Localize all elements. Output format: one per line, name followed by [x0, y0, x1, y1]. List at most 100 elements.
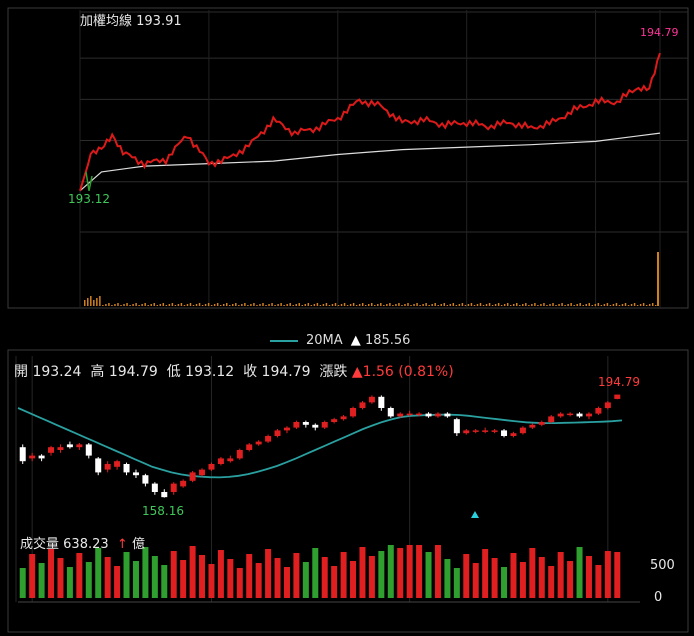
volume-bar [114, 566, 121, 598]
intraday-volume-bar [132, 304, 134, 306]
intraday-volume-bar [633, 303, 636, 306]
intraday-volume-bar [159, 304, 162, 306]
intraday-volume-bar [111, 305, 113, 306]
intraday-volume-bar [558, 304, 560, 306]
intraday-volume-bar [156, 305, 159, 306]
candle-up [416, 413, 423, 416]
intraday-volume-bar [204, 304, 207, 306]
intraday-volume-bar [129, 305, 131, 306]
volume-arrow: ↑ [116, 537, 128, 552]
volume-bar [123, 552, 130, 598]
ma-legend-label: 20MA [306, 333, 343, 348]
intraday-volume-bar [639, 304, 642, 306]
intraday-volume-bar [609, 305, 612, 306]
intraday-volume-bar [150, 304, 152, 306]
candle-up [246, 444, 253, 450]
volume-bar [255, 563, 262, 598]
intraday-volume-bar [392, 305, 394, 306]
intraday-volume-bar [162, 303, 165, 306]
intraday-volume-bar [235, 303, 237, 306]
candle-up [114, 461, 121, 467]
intraday-volume-bar [380, 303, 382, 306]
candle-up [604, 402, 611, 408]
volume-bar [453, 568, 460, 598]
intraday-volume-bar [642, 303, 645, 306]
volume-bar [66, 567, 73, 598]
volume-bar [359, 547, 366, 598]
open-label: 開 [14, 364, 28, 380]
volume-value: 638.23 [63, 537, 109, 552]
intraday-volume-bar [579, 303, 581, 306]
volume-label: 成交量 [20, 537, 60, 552]
intraday-volume-bar [446, 305, 449, 306]
intraday-volume-bar [253, 303, 255, 306]
intraday-volume-bar [497, 303, 500, 306]
intraday-volume-bar [371, 303, 373, 306]
intraday-volume-bar [183, 305, 186, 306]
candle-up [557, 413, 564, 417]
candle-down [444, 413, 451, 417]
intraday-volume-bar [114, 304, 116, 306]
intraday-volume-bar [198, 303, 201, 306]
high-label: 高 [90, 364, 105, 380]
intraday-volume-bar [531, 304, 533, 306]
volume-bar [236, 568, 243, 598]
intraday-volume-bar [603, 304, 606, 306]
intraday-volume-bar [455, 305, 458, 306]
intraday-volume-bar [543, 303, 545, 306]
volume-bar [331, 566, 338, 598]
intraday-volume-bar [522, 304, 524, 306]
intraday-volume-bar [171, 303, 174, 306]
candle-up [368, 396, 375, 403]
volume-bar [378, 551, 385, 598]
intraday-volume-bar [165, 305, 168, 306]
intraday-volume-bar [612, 304, 615, 306]
volume-bar [406, 545, 413, 598]
intraday-volume-bar [189, 303, 192, 306]
intraday-volume-bar [144, 303, 146, 306]
intraday-volume-bar [319, 305, 322, 306]
intraday-volume-bar [404, 304, 406, 306]
intraday-volume-bar [422, 304, 424, 306]
intraday-volume-bar [177, 304, 180, 306]
intraday-volume-bar [99, 296, 101, 306]
intraday-volume-bar [135, 303, 137, 306]
candle-up [340, 416, 347, 420]
intraday-volume-bar [195, 304, 198, 306]
candle-up [434, 413, 441, 417]
volume-bar [340, 552, 347, 598]
ma20-line [17, 407, 623, 479]
intraday-volume-bar [374, 305, 376, 306]
candle-down [387, 408, 394, 417]
candle-up [76, 444, 83, 448]
intraday-volume-bar [352, 303, 355, 306]
intraday-volume-bar [464, 305, 467, 306]
intraday-volume-bar [268, 304, 270, 306]
intraday-volume-bar [232, 304, 234, 306]
candle-up [189, 472, 196, 481]
volume-bar [557, 552, 564, 598]
price-line-low-segment [85, 171, 93, 191]
intraday-volume-bar [389, 303, 391, 306]
intraday-volume-bar [292, 305, 294, 306]
volume-bar [529, 548, 536, 598]
candle-up [397, 413, 404, 417]
avg-line-label: 加權均線 193.91 [80, 14, 182, 29]
candle-up [265, 436, 272, 442]
intraday-volume-bar [244, 303, 246, 306]
intraday-volume-bar [618, 305, 621, 306]
intraday-low-label: 193.12 [68, 192, 110, 206]
intraday-volume-bar [534, 303, 536, 306]
volume-bar [151, 556, 158, 598]
volume-bar [180, 560, 187, 598]
volume-bar [76, 553, 83, 598]
intraday-volume-bar [636, 305, 639, 306]
ma-legend-swatch [270, 339, 298, 342]
candle-down [142, 475, 149, 484]
candle-up [585, 413, 592, 417]
candle-up [48, 447, 55, 453]
volume-bar [595, 565, 602, 598]
candle-down [95, 458, 102, 473]
candle-up [538, 422, 545, 425]
candle-up [491, 430, 498, 432]
